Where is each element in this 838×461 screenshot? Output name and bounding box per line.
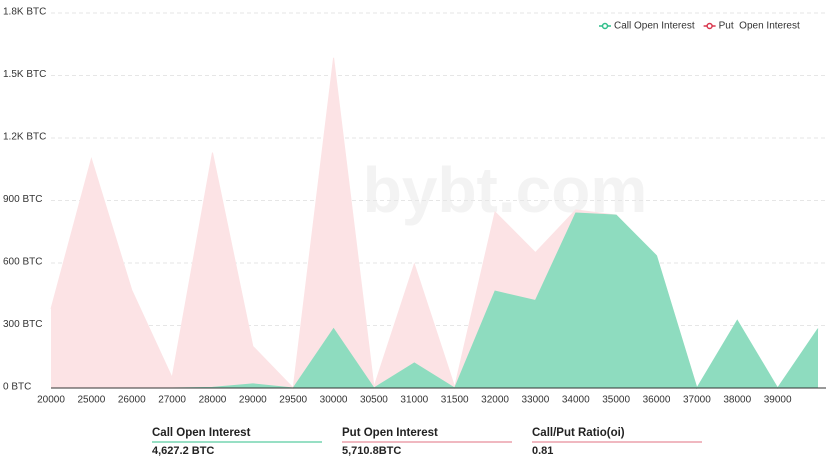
- summary-label: Call Open Interest: [152, 427, 251, 439]
- x-tick-label: 34000: [562, 395, 590, 406]
- x-tick-label: 39000: [764, 395, 792, 406]
- area-fill: [51, 213, 818, 388]
- y-tick-label: 900 BTC: [3, 194, 42, 205]
- y-tick-label: 600 BTC: [3, 257, 42, 268]
- x-tick-label: 31000: [400, 395, 428, 406]
- y-tick-label: 1.5K BTC: [3, 69, 46, 80]
- x-tick-label: 31500: [441, 395, 469, 406]
- x-tick-label: 28000: [199, 395, 227, 406]
- x-tick-label: 29500: [279, 395, 307, 406]
- x-tick-label: 35000: [602, 395, 630, 406]
- x-tick-label: 33000: [522, 395, 550, 406]
- y-tick-label: 0 BTC: [3, 382, 31, 393]
- legend-marker: [706, 22, 713, 30]
- summary-label: Put Open Interest: [342, 427, 438, 439]
- summary-value: 5,710.8BTC: [342, 445, 401, 457]
- x-tick-label: 37000: [683, 395, 711, 406]
- x-tick-label: 26000: [118, 395, 146, 406]
- legend-marker: [601, 22, 609, 30]
- legend-label: Call Open Interest: [614, 21, 695, 32]
- summary-value: 0.81: [532, 445, 553, 457]
- x-tick-label: 36000: [643, 395, 671, 406]
- x-tick-label: 27000: [158, 395, 186, 406]
- x-tick-label: 38000: [723, 395, 751, 406]
- y-tick-label: 1.2K BTC: [3, 132, 46, 143]
- x-tick-label: 29000: [239, 395, 267, 406]
- legend-label: Put Open Interest: [719, 21, 800, 32]
- y-tick-label: 300 BTC: [3, 319, 42, 330]
- x-tick-label: 25000: [77, 395, 105, 406]
- summary-value: 4,627.2 BTC: [152, 445, 214, 457]
- y-tick-label: 1.8K BTC: [3, 7, 46, 18]
- x-tick-label: 30000: [320, 395, 348, 406]
- x-tick-label: 20000: [37, 395, 65, 406]
- x-tick-label: 32000: [481, 395, 509, 406]
- summary-label: Call/Put Ratio(oi): [532, 427, 625, 439]
- x-tick-label: 30500: [360, 395, 388, 406]
